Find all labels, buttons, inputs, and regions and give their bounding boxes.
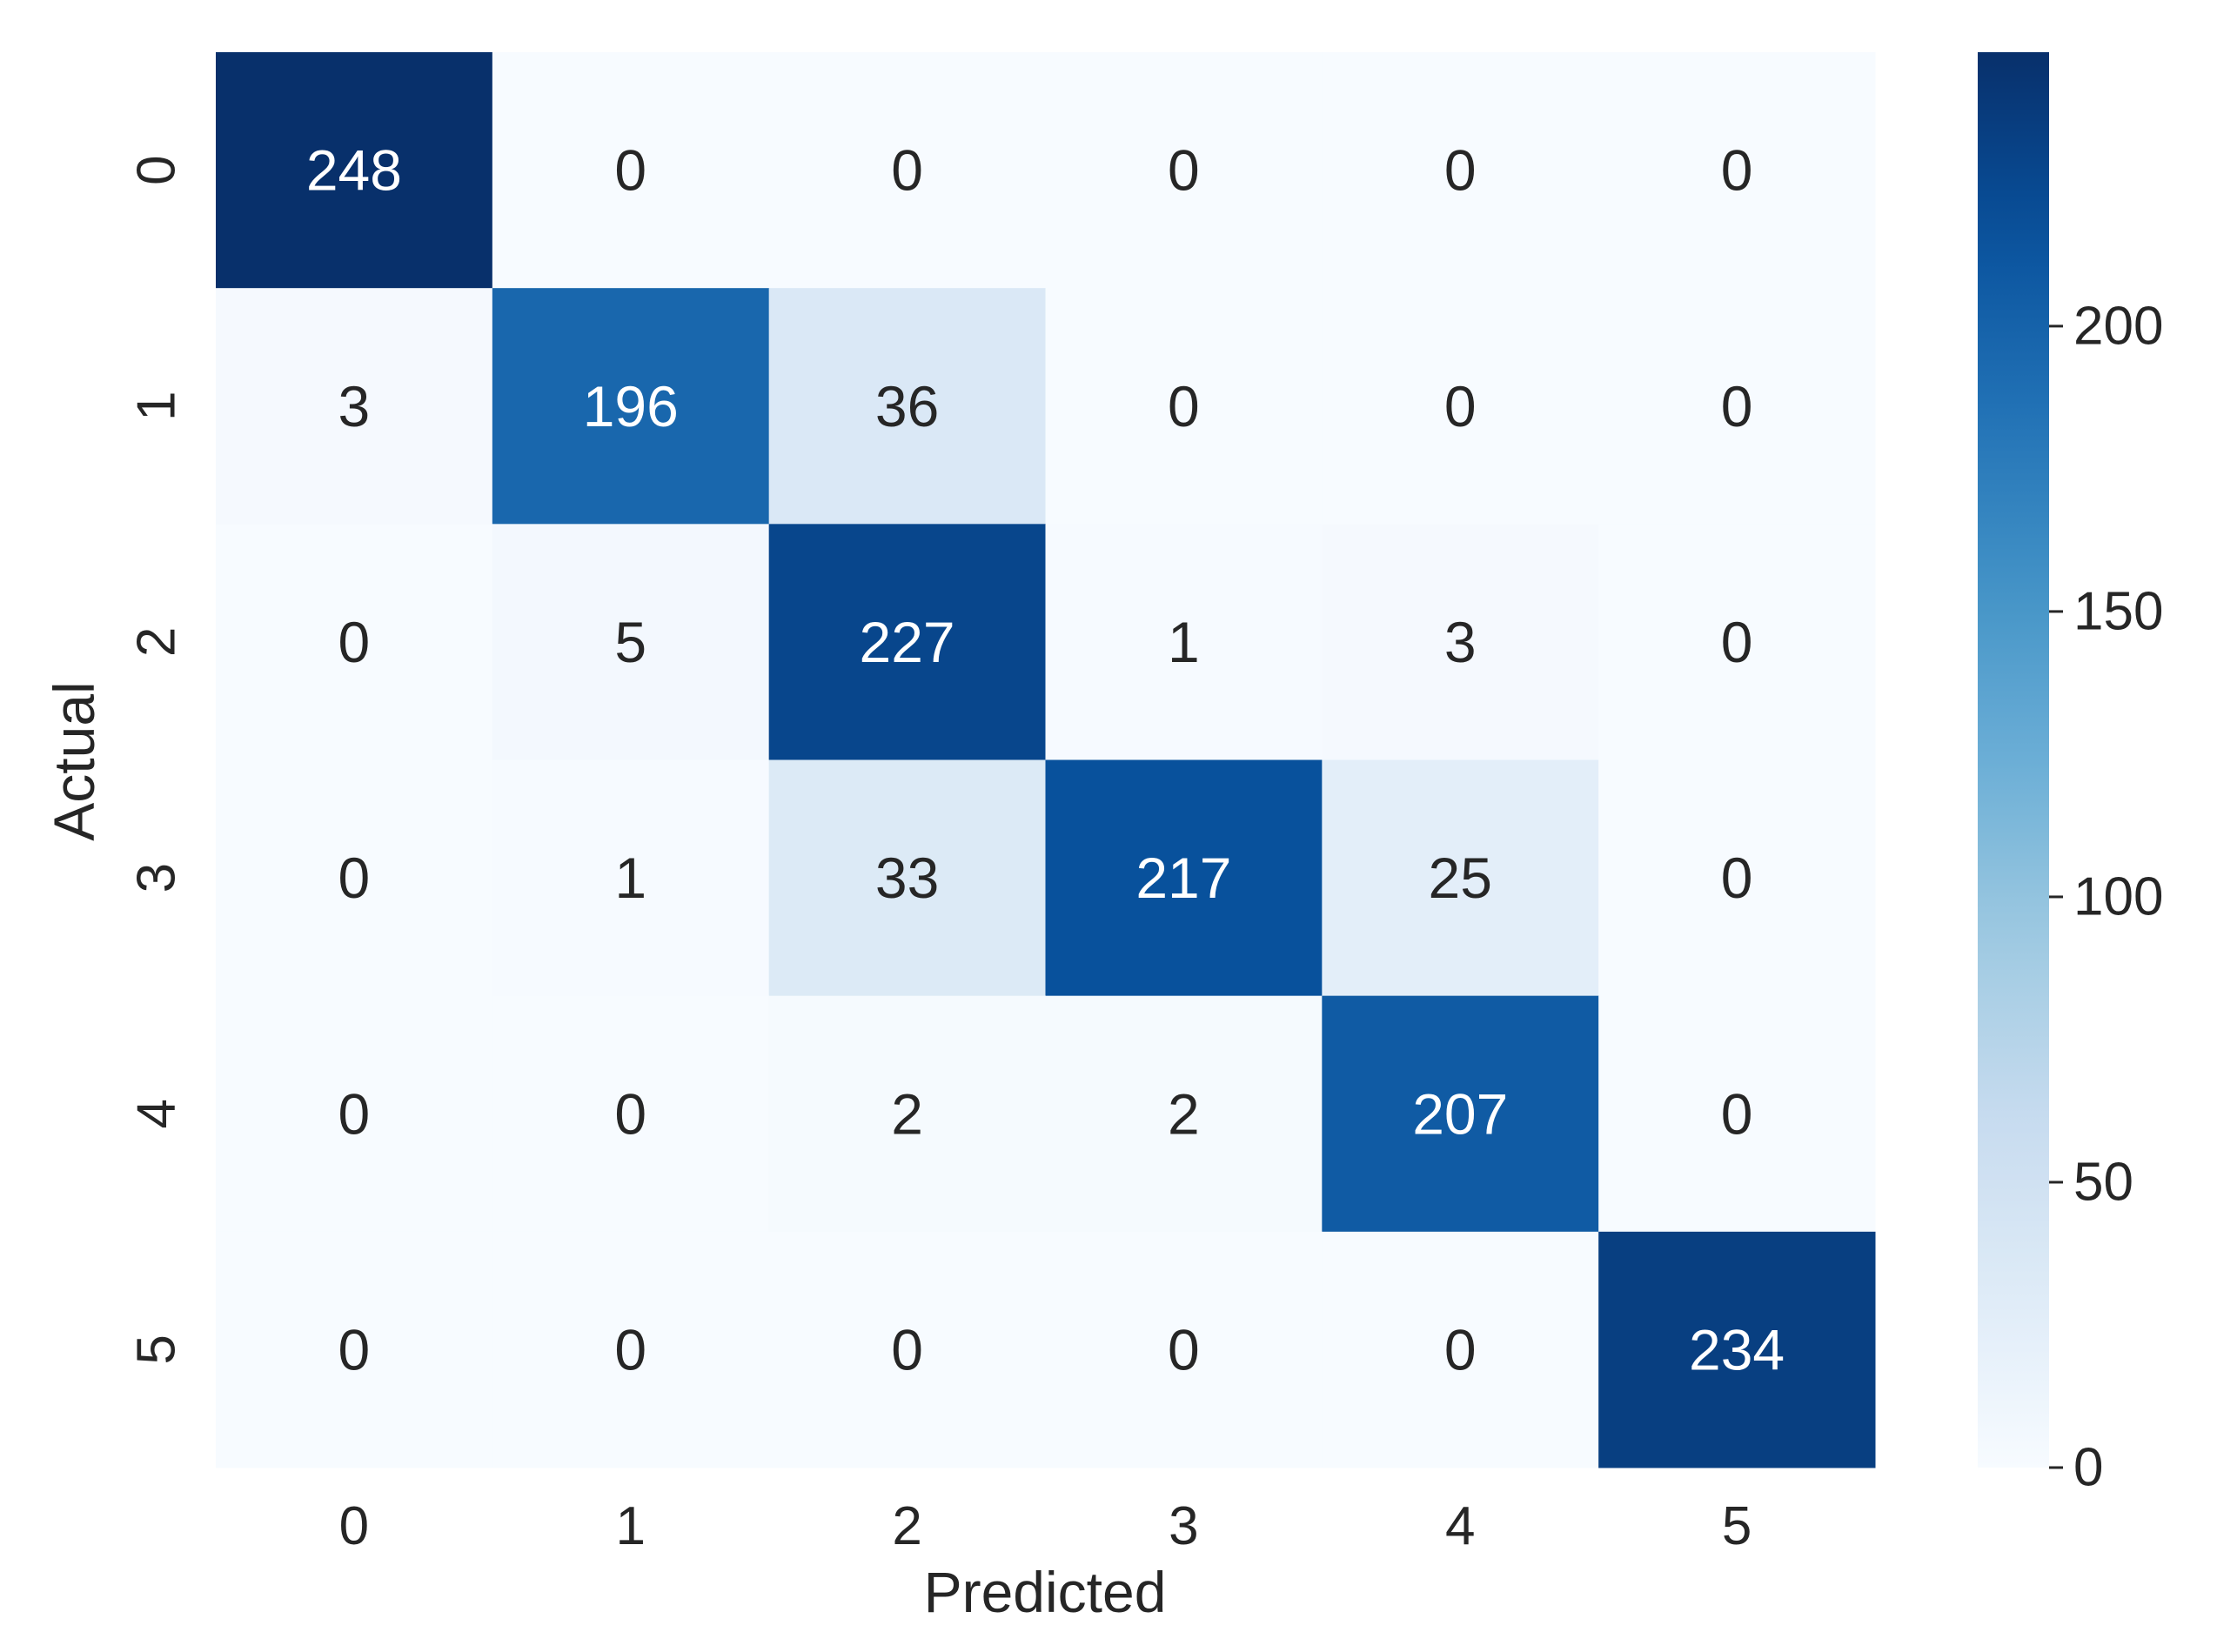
cell-value-label-r2-c3: 1 [1168,610,1200,674]
y-axis-title: Actual [42,681,106,840]
cell-value-label-r5-c1: 0 [614,1317,646,1381]
heatmap-cell-r4-c1 [492,995,770,1233]
cell-value-label-r1-c0: 3 [338,374,371,438]
cell-value-label-r1-c3: 0 [1168,374,1200,438]
cell-value-label-r4-c1: 0 [614,1081,646,1146]
cell-value-label-r3-c3: 217 [1135,846,1231,910]
cell-value-label-r3-c5: 0 [1721,846,1753,910]
cell-value-label-r0-c2: 0 [891,138,923,203]
cell-value-label-r5-c5: 234 [1689,1317,1785,1381]
heatmap-cell-r1-c4 [1322,288,1599,525]
cell-value-label-r5-c0: 0 [338,1317,371,1381]
cell-value-label-r2-c0: 0 [338,610,371,674]
heatmap-cells [216,52,1876,1468]
cell-value-label-r5-c4: 0 [1444,1317,1477,1381]
cell-value-label-r5-c3: 0 [1168,1317,1200,1381]
cell-value-label-r3-c4: 25 [1429,846,1492,910]
heatmap-cell-r1-c1 [492,288,770,525]
y-tick-label-2: 2 [127,627,187,657]
y-tick-label-3: 3 [127,863,187,893]
cell-value-label-r4-c3: 2 [1168,1081,1200,1146]
heatmap-cell-r5-c3 [1045,1231,1323,1468]
heatmap-cell-r3-c3 [1045,759,1323,997]
cell-value-label-r2-c4: 3 [1444,610,1477,674]
heatmap-cell-r5-c1 [492,1231,770,1468]
cell-value-label-r4-c0: 0 [338,1081,371,1146]
y-tick-label-1: 1 [127,391,187,421]
heatmap-cell-r3-c0 [216,759,493,997]
colorbar-gradient [1978,52,2049,1468]
heatmap-cell-r0-c0 [216,52,493,289]
cell-value-label-r4-c5: 0 [1721,1081,1753,1146]
heatmap-cell-r5-c0 [216,1231,493,1468]
cell-value-label-r0-c1: 0 [614,138,646,203]
colorbar: 0 50 100 150 200 [1978,52,2163,1498]
heatmap-cell-r2-c2 [768,524,1046,760]
heatmap-cell-r2-c0 [216,524,493,760]
heatmap-cell-r3-c1 [492,759,770,997]
heatmap-cell-r5-c2 [768,1231,1046,1468]
heatmap-cell-r4-c4 [1322,995,1599,1233]
x-tick-label-5: 5 [1722,1496,1751,1556]
cell-value-label-r1-c4: 0 [1444,374,1477,438]
heatmap-cell-r2-c5 [1598,524,1876,760]
heatmap-cell-r0-c4 [1322,52,1599,289]
colorbar-tick-label-50: 50 [2073,1152,2133,1212]
heatmap-cell-r1-c5 [1598,288,1876,525]
heatmap-cell-r2-c3 [1045,524,1323,760]
colorbar-tick-label-200: 200 [2073,296,2163,356]
cell-value-label-r1-c1: 196 [583,374,679,438]
x-tick-label-0: 0 [339,1496,369,1556]
heatmap-cell-r5-c5 [1598,1231,1876,1468]
cell-value-label-r1-c2: 36 [875,374,939,438]
heatmap-cell-r1-c3 [1045,288,1323,525]
heatmap-cell-r0-c2 [768,52,1046,289]
heatmap-cell-r4-c2 [768,995,1046,1233]
cell-value-label-r4-c4: 207 [1412,1081,1508,1146]
heatmap-cell-r5-c4 [1322,1231,1599,1468]
colorbar-tick-label-100: 100 [2073,866,2163,926]
y-tick-label-4: 4 [127,1099,187,1128]
cell-value-label-r0-c0: 248 [306,138,402,203]
heatmap-cell-r0-c3 [1045,52,1323,289]
heatmap-cell-r2-c4 [1322,524,1599,760]
heatmap-cell-r3-c5 [1598,759,1876,997]
cell-value-label-r3-c0: 0 [338,846,371,910]
x-tick-labels: 0 1 2 3 4 5 [339,1496,1752,1556]
heatmap-cell-r3-c2 [768,759,1046,997]
heatmap-cell-r4-c5 [1598,995,1876,1233]
x-tick-label-2: 2 [892,1496,921,1556]
heatmap-cell-labels: 248 0 0 0 0 0 3 196 36 0 0 0 0 5 227 1 3 0 0 1 33 217 25 0 0 0 2 2 2… [306,138,1785,1382]
heatmap-cell-r2-c1 [492,524,770,760]
x-axis-title: Predicted [924,1560,1167,1624]
cell-value-label-r4-c2: 2 [891,1081,923,1146]
cell-value-label-r5-c2: 0 [891,1317,923,1381]
heatmap-cell-r4-c3 [1045,995,1323,1233]
heatmap-cell-r3-c4 [1322,759,1599,997]
heatmap-cell-r0-c5 [1598,52,1876,289]
x-tick-label-1: 1 [616,1496,646,1556]
cell-value-label-r3-c2: 33 [875,846,939,910]
x-tick-label-3: 3 [1169,1496,1198,1556]
cell-value-label-r0-c5: 0 [1721,138,1753,203]
heatmap-cell-r1-c0 [216,288,493,525]
cell-value-label-r1-c5: 0 [1721,374,1753,438]
colorbar-tick-label-150: 150 [2073,581,2163,641]
heatmap-cell-r0-c1 [492,52,770,289]
cell-value-label-r3-c1: 1 [614,846,646,910]
colorbar-tick-label-0: 0 [2073,1438,2103,1498]
cell-value-label-r2-c1: 5 [614,610,646,674]
cell-value-label-r2-c2: 227 [860,610,955,674]
cell-value-label-r0-c4: 0 [1444,138,1477,203]
cell-value-label-r0-c3: 0 [1168,138,1200,203]
y-tick-label-0: 0 [127,155,187,184]
x-tick-label-4: 4 [1445,1496,1475,1556]
y-tick-label-5: 5 [127,1334,187,1364]
heatmap-cell-r4-c0 [216,995,493,1233]
cell-value-label-r2-c5: 0 [1721,610,1753,674]
heatmap-cell-r1-c2 [768,288,1046,525]
y-tick-labels: 0 1 2 3 4 5 [127,155,187,1364]
